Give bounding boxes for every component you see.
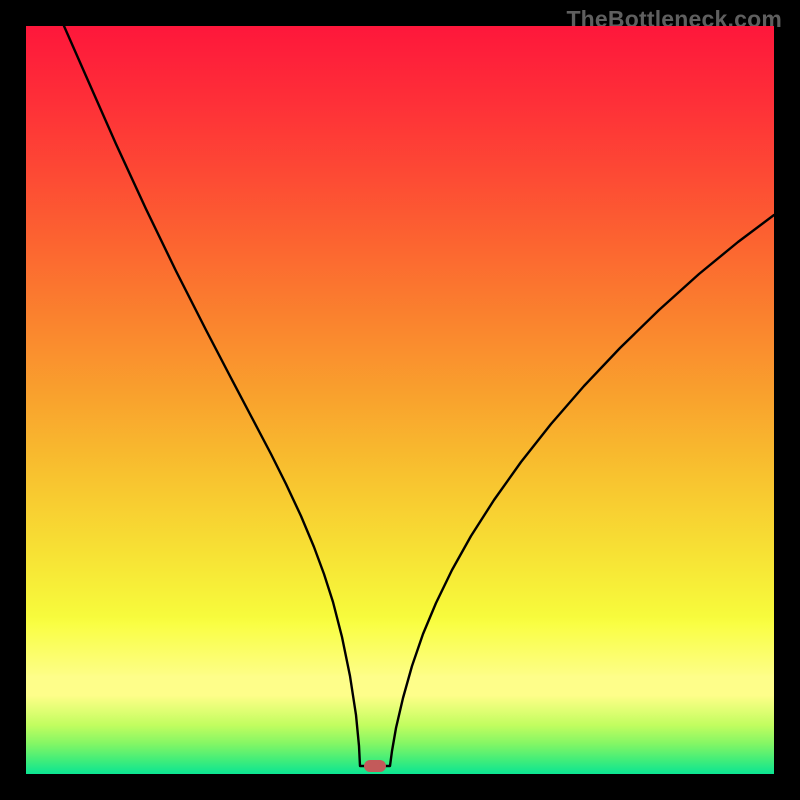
plot-area — [26, 26, 774, 774]
gradient-background — [26, 26, 774, 774]
chart-frame: TheBottleneck.com — [0, 0, 800, 800]
minimum-marker — [364, 760, 386, 772]
plot-svg — [26, 26, 774, 774]
